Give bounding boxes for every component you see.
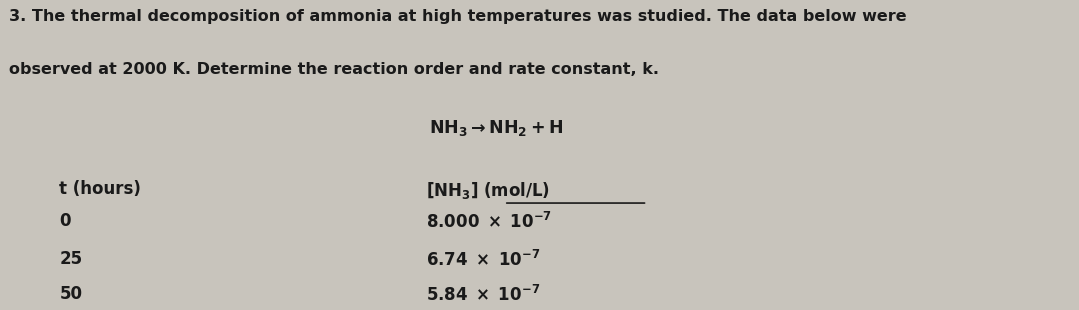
Text: 50: 50 (59, 285, 82, 303)
Text: 3. The thermal decomposition of ammonia at high temperatures was studied. The da: 3. The thermal decomposition of ammonia … (9, 9, 906, 24)
Text: 0: 0 (59, 212, 71, 230)
Text: observed at 2000 K. Determine the reaction order and rate constant, k.: observed at 2000 K. Determine the reacti… (9, 62, 658, 77)
Text: t (hours): t (hours) (59, 180, 141, 198)
Text: 25: 25 (59, 250, 82, 268)
Text: $\mathregular{8.000\ \times\ 10^{-7}}$: $\mathregular{8.000\ \times\ 10^{-7}}$ (426, 212, 552, 232)
Text: $\mathregular{[NH_3]\ (mol/L)}$: $\mathregular{[NH_3]\ (mol/L)}$ (426, 180, 550, 201)
Text: $\mathregular{NH_3 \rightarrow NH_2 + H}$: $\mathregular{NH_3 \rightarrow NH_2 + H}… (429, 118, 563, 138)
Text: $\mathregular{5.84\ \times\ 10^{-7}}$: $\mathregular{5.84\ \times\ 10^{-7}}$ (426, 285, 541, 305)
Text: $\mathregular{6.74\ \times\ 10^{-7}}$: $\mathregular{6.74\ \times\ 10^{-7}}$ (426, 250, 541, 270)
